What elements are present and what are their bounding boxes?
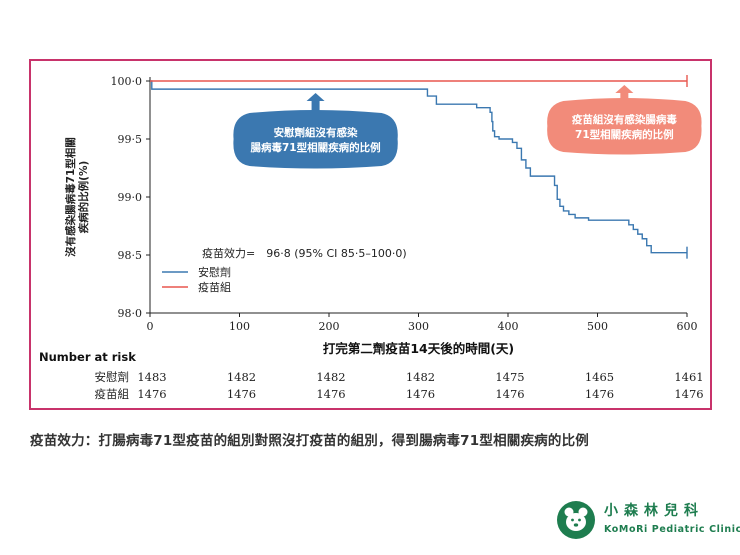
y-tick-label: 99·5 (118, 133, 143, 146)
risk-value: 1476 (495, 387, 524, 401)
x-tick-label: 600 (677, 320, 698, 333)
vaccine-annotation-text: 疫苗組沒有感染腸病毒 (572, 113, 677, 126)
vaccine-annotation-arrow (615, 85, 634, 99)
vaccine-annotation-text: 71型相關疾病的比例 (575, 128, 674, 141)
x-tick-label: 100 (229, 320, 250, 333)
y-axis-label: 疾病的比例(%) (77, 161, 90, 234)
risk-value: 1476 (316, 387, 345, 401)
x-tick-label: 500 (587, 320, 608, 333)
risk-value: 1476 (406, 387, 435, 401)
risk-row-label: 安慰劑 (95, 370, 130, 384)
y-tick-label: 98·5 (118, 249, 143, 262)
y-tick-label: 100·0 (111, 75, 143, 88)
clinic-logo: 小森林兒科 KoMoRi Pediatric Clinic (556, 498, 740, 544)
risk-value: 1476 (585, 387, 614, 401)
figure-caption: 疫苗效力：打腸病毒71型疫苗的組別對照沒打疫苗的組別，得到腸病毒71型相關疾病的… (30, 433, 589, 449)
y-tick-label: 98·0 (118, 307, 143, 320)
risk-value: 1476 (674, 387, 703, 401)
x-tick-label: 400 (498, 320, 519, 333)
bear-leaf-logo-icon (557, 501, 595, 539)
y-tick-label: 99·0 (118, 191, 143, 204)
chart-frame: 98·0 98·5 99·0 99·5 100·0 0 100 200 300 400 500 600… (29, 59, 712, 410)
placebo-annotation-text: 安慰劑組沒有感染 (274, 126, 358, 139)
risk-table-header: Number at risk (39, 350, 136, 364)
risk-value: 1482 (406, 370, 435, 384)
legend-placebo-label: 安慰劑 (198, 265, 231, 279)
risk-value: 1476 (227, 387, 256, 401)
risk-value: 1476 (137, 387, 166, 401)
risk-value: 1482 (227, 370, 256, 384)
placebo-survival-line (150, 80, 687, 254)
risk-value: 1482 (316, 370, 345, 384)
risk-value: 1475 (495, 370, 524, 384)
legend-vaccine-label: 疫苗組 (198, 280, 231, 294)
placebo-annotation-text: 腸病毒71型相關疾病的比例 (251, 141, 381, 154)
efficacy-label: 疫苗效力= 96·8 (95% CI 85·5–100·0) (202, 246, 407, 260)
kaplan-meier-chart: 98·0 98·5 99·0 99·5 100·0 0 100 200 300 400 500 600… (39, 75, 704, 401)
clinic-name: 小森林兒科 (604, 503, 704, 519)
x-tick-label: 200 (319, 320, 340, 333)
placebo-annotation-arrow (306, 93, 325, 111)
clinic-subtitle: KoMoRi Pediatric Clinic (604, 524, 740, 535)
x-tick-label: 300 (408, 320, 429, 333)
placebo-annotation-bubble (233, 110, 398, 169)
y-axis-label: 沒有感染腸病毒71型相關 (64, 137, 77, 257)
x-tick-label: 0 (147, 320, 154, 333)
risk-value: 1483 (137, 370, 166, 384)
risk-value: 1465 (585, 370, 614, 384)
vaccine-annotation-bubble (547, 98, 702, 155)
x-axis-label: 打完第二劑疫苗14天後的時間(天) (323, 341, 514, 356)
risk-value: 1461 (674, 370, 703, 384)
risk-row-label: 疫苗組 (95, 387, 130, 401)
